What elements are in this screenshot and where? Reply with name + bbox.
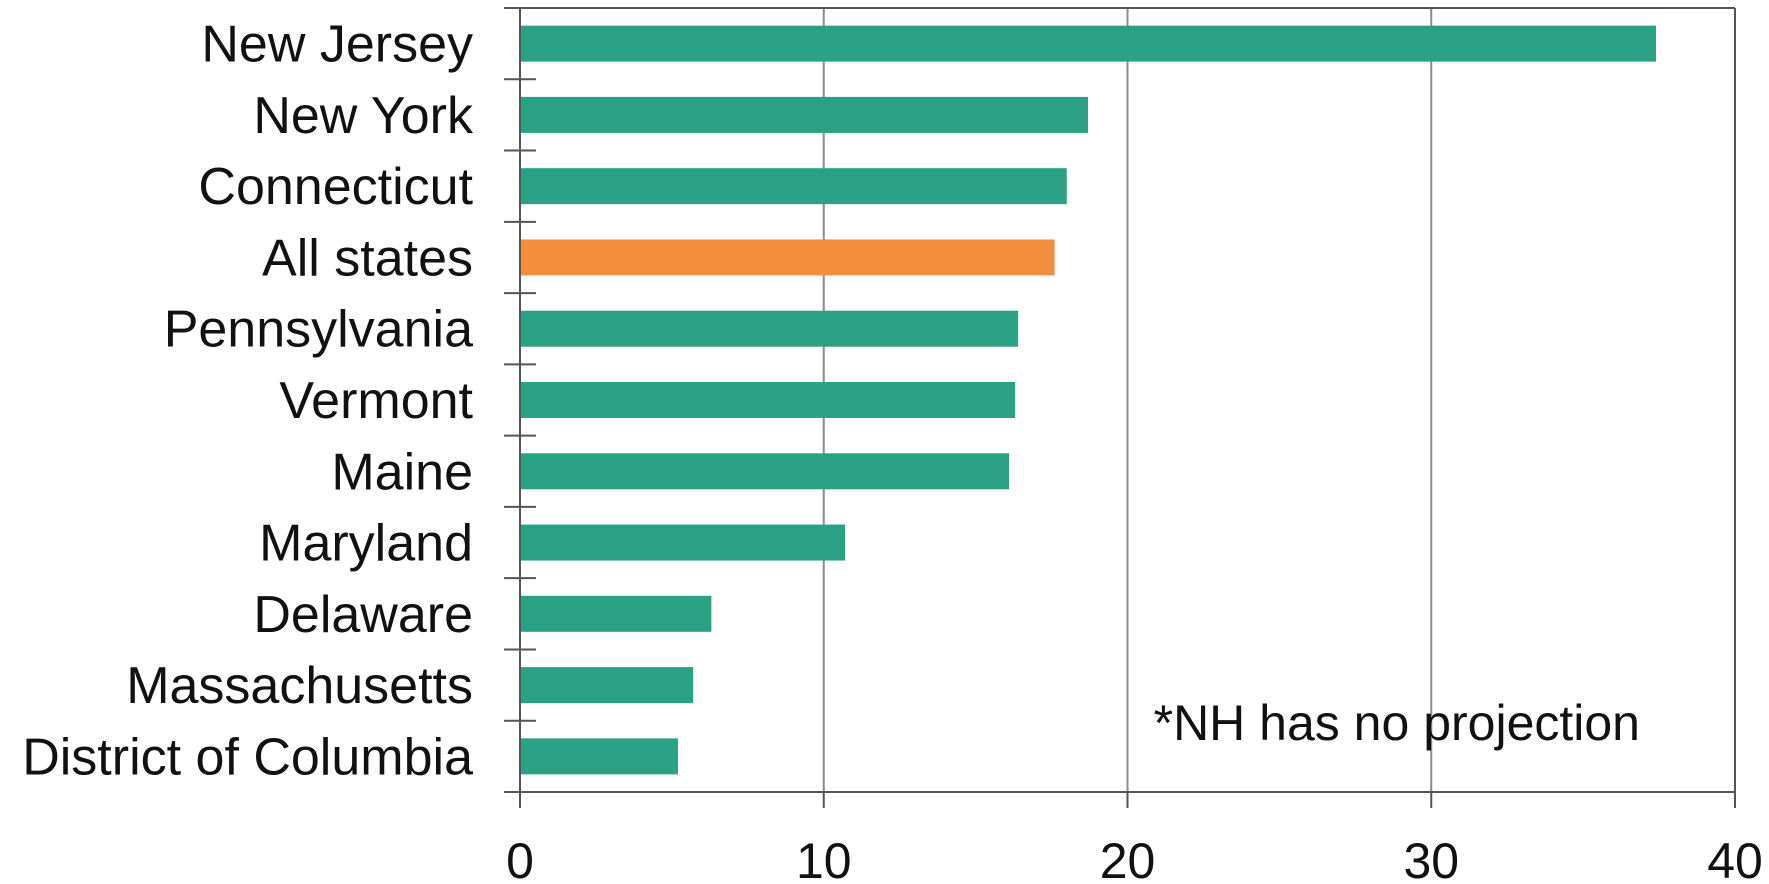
bar-pennsylvania [520, 310, 1019, 347]
category-label: Delaware [253, 586, 473, 644]
bar-new-york [520, 96, 1089, 133]
category-label: New Jersey [201, 16, 473, 74]
x-tick-label: 20 [1100, 833, 1156, 884]
x-tick-label: 40 [1707, 833, 1763, 884]
category-label: Pennsylvania [164, 301, 473, 359]
bar-maryland [520, 524, 846, 561]
bar-connecticut [520, 168, 1067, 205]
category-label: Vermont [279, 372, 473, 430]
category-label: New York [253, 87, 474, 145]
chart-annotation: *NH has no projection [1154, 695, 1640, 751]
bars [520, 25, 1657, 775]
x-tick-label: 10 [796, 833, 852, 884]
bar-vermont [520, 382, 1016, 418]
bar-new-jersey [520, 25, 1657, 62]
category-label: Connecticut [198, 158, 473, 216]
bar-district-of-columbia [520, 738, 678, 775]
category-label: All states [262, 229, 473, 287]
x-tick-label: 0 [506, 833, 534, 884]
bar-delaware [520, 595, 712, 632]
category-label: Massachusetts [126, 657, 473, 715]
bar-maine [520, 453, 1010, 490]
category-label: Maryland [259, 515, 473, 573]
axes [504, 7, 1736, 808]
category-labels: New Jersey New York Connecticut All states P… [22, 16, 474, 787]
bar-massachusetts [520, 667, 694, 704]
x-tick-labels: 0 10 20 30 40 [506, 833, 1763, 884]
category-label: Maine [331, 443, 473, 501]
category-label: District of Columbia [22, 728, 473, 786]
x-tick-label: 30 [1403, 833, 1459, 884]
bar-all-states [520, 239, 1055, 276]
